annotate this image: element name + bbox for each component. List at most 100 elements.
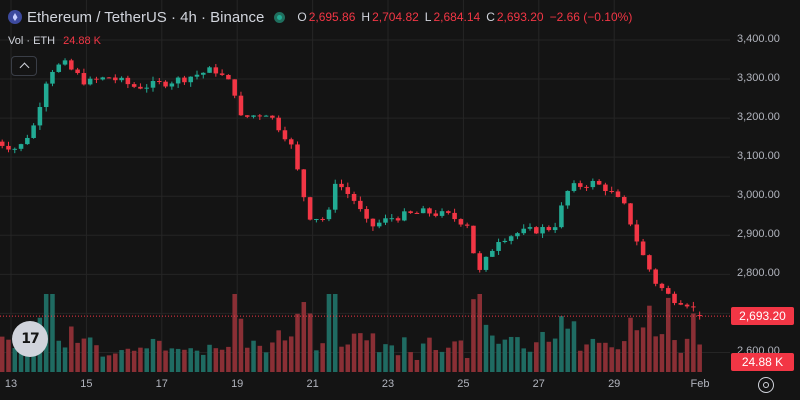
volume-bar [502,339,508,372]
volume-bar [288,336,294,372]
ohlc-values: O 2,695.86 H 2,704.82 L 2,684.14 C 2,693… [297,10,638,24]
candle-body [251,115,256,117]
volume-bar [169,348,175,372]
candle-body [25,137,30,145]
volume-bar [232,294,237,372]
candle-body [163,81,168,87]
volume-bar [138,347,143,372]
volume-bar [458,340,464,372]
open-key: O [297,10,307,24]
volume-bar [87,337,93,372]
candle-body [452,212,457,220]
volume-bar [640,327,646,372]
volume-bar [697,344,702,372]
collapse-legend-button[interactable] [11,56,37,76]
volume-bar [219,349,225,372]
candle-body [270,115,275,118]
candle-body [94,78,99,80]
time-axis[interactable] [0,372,730,400]
close-key: C [486,10,495,24]
open-value: 2,695.86 [308,10,356,24]
candle-body [414,212,420,214]
volume-bar [584,344,589,372]
volume-bar [615,349,621,372]
volume-bar [113,353,118,372]
volume-bar [515,337,520,372]
volume-bar [345,344,351,372]
volume-bar [276,330,281,372]
time-tick-label: 29 [608,378,621,390]
candle-body [106,77,112,79]
candle-body [295,144,300,170]
candle-body [603,184,608,192]
volume-bar [427,337,432,372]
volume-bar [119,350,124,372]
candle-body [634,224,640,242]
volume-bar [125,348,131,372]
volume-bar [201,354,206,372]
volume-bar [546,341,552,372]
candle-body [376,222,382,227]
volume-bar [490,335,495,372]
candle-body [150,81,156,88]
candle-body [6,145,11,150]
settings-gear-icon[interactable] [758,377,774,393]
candle-body [288,139,294,145]
candle-body [446,211,451,213]
volume-label[interactable]: Vol · ETH [8,35,56,47]
candle-body [345,187,351,194]
volume-bar [150,338,156,372]
candle-body [175,77,181,84]
market-open-icon [274,11,286,23]
volume-bar [175,348,181,372]
candle-body [508,236,514,241]
candle-body [596,180,602,185]
candle-body [565,190,570,206]
volume-bar [332,294,338,372]
symbol-legend: Ethereum / TetherUS · 4h · Binance O 2,6… [8,7,638,27]
volume-bar [383,344,388,372]
candle-body [351,193,357,201]
volume-bar [603,342,608,372]
candle-body [640,241,646,256]
volume-bar [590,338,596,372]
volume-tag: 24.88 K [731,353,794,371]
candle-body [119,77,124,81]
candle-body [408,211,413,213]
last-price-tag: 2,693.20 [731,307,794,326]
volume-bar [521,348,526,372]
candle-body [395,218,401,221]
candle-body [113,77,118,81]
volume-bar [163,350,168,372]
candle-body [534,227,539,234]
candle-body [232,79,237,96]
tradingview-logo[interactable]: 17 [12,321,48,357]
candle-body [464,224,470,226]
volume-bar [263,352,269,372]
volume-bar [213,348,219,372]
high-value: 2,704.82 [372,10,419,24]
candle-body [0,141,5,146]
volume-bar [207,344,212,372]
volume-bar [106,355,112,372]
logo-text: 17 [21,331,40,347]
candle-body [43,83,49,108]
candle-body [182,77,187,83]
candle-body [138,86,143,89]
symbol-title[interactable]: Ethereum / TetherUS · 4h · Binance [27,8,265,26]
candle-body [615,191,621,198]
candle-body [490,250,495,257]
time-tick-label: 27 [532,378,545,390]
low-key: L [424,10,432,24]
time-tick-label: 25 [457,378,470,390]
candle-body [194,74,200,77]
candle-body [31,125,36,138]
time-tick-label: 23 [381,378,395,390]
price-tick-label: 3,300.00 [737,72,780,85]
chart-pane[interactable] [0,0,730,372]
volume-bar [672,340,677,372]
candle-body [383,218,388,223]
candle-body [402,211,407,221]
price-tick-label: 3,000.00 [737,189,780,202]
